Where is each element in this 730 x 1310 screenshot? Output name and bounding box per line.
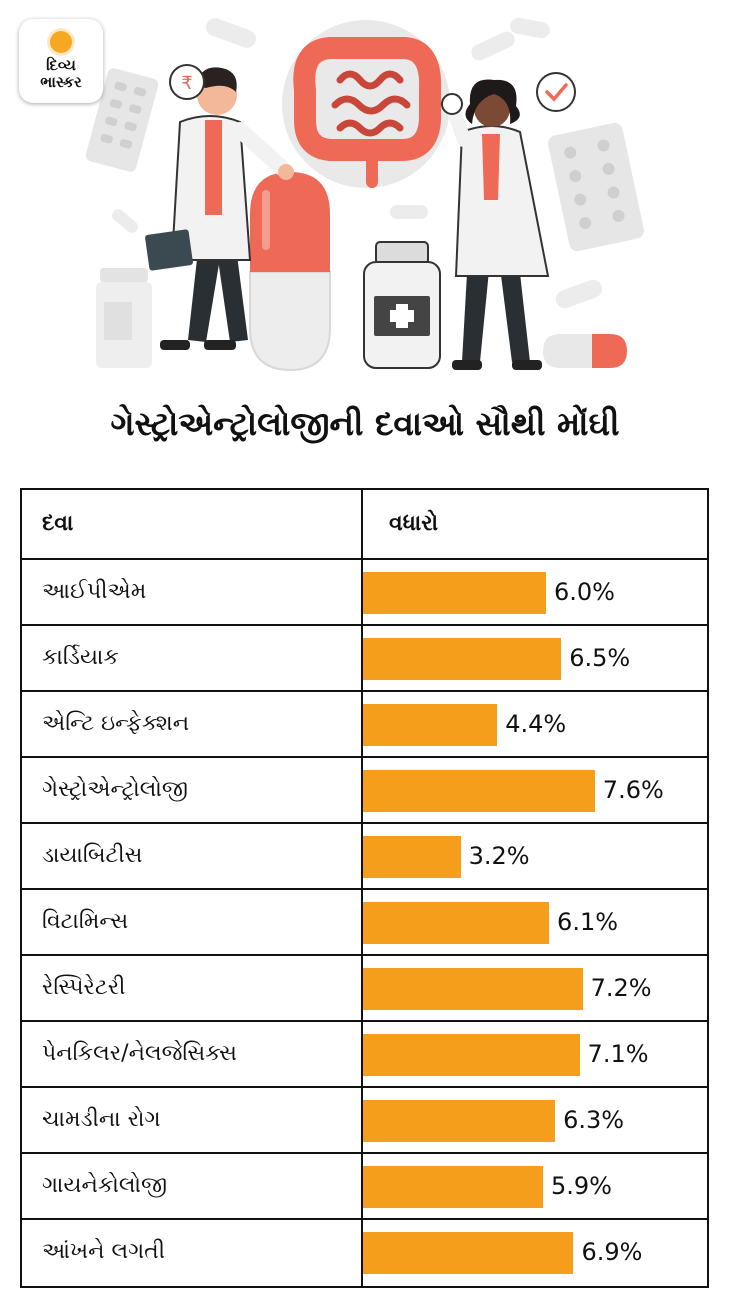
doctor-woman-icon — [441, 79, 550, 370]
pill-capsule-icon — [543, 334, 627, 368]
pill-capsule-icon — [249, 172, 331, 372]
column-header-increase: વધારો — [389, 511, 439, 536]
bar — [363, 770, 595, 812]
sun-icon — [50, 31, 72, 53]
check-bubble-icon — [536, 72, 576, 112]
bar — [363, 638, 562, 680]
category-label: આંખને લગતી — [42, 1239, 166, 1264]
bar — [363, 902, 550, 944]
table-row: ગાયનેકોલોજી 5.9% — [22, 1154, 707, 1220]
value-label: 6.5% — [569, 644, 631, 672]
table-row: આંખને લગતી 6.9% — [22, 1220, 707, 1286]
category-label: આઈપીએમ — [42, 579, 147, 604]
logo-line-1: દિવ્ય — [46, 56, 76, 74]
bar — [363, 1166, 543, 1208]
doctor-man-icon — [145, 67, 294, 350]
bar — [363, 836, 461, 878]
bar — [363, 572, 546, 614]
pill-bottle-icon — [96, 268, 152, 368]
category-label: ચામડીના રોગ — [42, 1107, 161, 1132]
value-label: 6.9% — [581, 1238, 643, 1266]
category-label: વિટામિન્સ — [42, 909, 129, 934]
category-label: કાર્ડિયાક — [42, 645, 119, 670]
value-label: 6.0% — [554, 578, 615, 606]
table-row: ડાયાબિટીસ 3.2% — [22, 824, 707, 890]
table-row: એન્ટિ ઇન્ફેક્શન 4.4% — [22, 692, 707, 758]
value-label: 3.2% — [468, 842, 530, 870]
table-body: આઈપીએમ 6.0% કાર્ડિયાક 6.5% એન્ટિ ઇન્ફેક્શન 4.… — [22, 560, 707, 1286]
header-illustration: ₹ — [85, 17, 644, 372]
value-label: 4.4% — [505, 710, 567, 738]
value-label: 7.6% — [602, 776, 664, 804]
bar — [363, 1100, 556, 1142]
value-label: 6.1% — [557, 908, 619, 936]
rupee-bubble-icon: ₹ — [169, 64, 205, 100]
table-row: રેસ્પિરેટરી 7.2% — [22, 956, 707, 1022]
table-row: ગેસ્ટ્રોએન્ટ્રોલોજી 7.6% — [22, 758, 707, 824]
category-label: ડાયાબિટીસ — [42, 843, 143, 868]
bar — [363, 968, 583, 1010]
svg-text:₹: ₹ — [181, 73, 192, 94]
bar — [363, 1232, 574, 1274]
table-row: કાર્ડિયાક 6.5% — [22, 626, 707, 692]
table-row: વિટામિન્સ 6.1% — [22, 890, 707, 956]
category-label: પેનકિલર/નેલજેસિક્સ — [42, 1041, 237, 1066]
tablet-strip-icon — [85, 68, 159, 172]
bar — [363, 1034, 580, 1076]
category-label: રેસ્પિરેટરી — [42, 975, 126, 1000]
value-label: 6.3% — [563, 1106, 625, 1134]
category-label: એન્ટિ ઇન્ફેક્શન — [42, 711, 190, 736]
tablet-strip-icon — [548, 122, 644, 252]
logo-line-2: ભાસ્કર — [40, 73, 82, 91]
brand-logo[interactable]: દિવ્ય ભાસ્કર — [19, 19, 103, 103]
table-row: પેનકિલર/નેલજેસિક્સ 7.1% — [22, 1022, 707, 1088]
category-label: ગાયનેકોલોજી — [42, 1173, 168, 1198]
value-label: 7.1% — [587, 1040, 649, 1068]
medicine-bottle-icon — [363, 241, 441, 369]
bar — [363, 704, 498, 746]
category-label: ગેસ્ટ્રોએન્ટ્રોલોજી — [42, 777, 189, 802]
column-header-medicine: દવા — [42, 511, 74, 536]
table-row: ચામડીના રોગ 6.3% — [22, 1088, 707, 1154]
table-row: આઈપીએમ 6.0% — [22, 560, 707, 626]
table-header: દવા વધારો — [22, 490, 707, 560]
value-label: 7.2% — [590, 974, 652, 1002]
value-label: 5.9% — [550, 1172, 612, 1200]
bar-table: દવા વધારો આઈપીએમ 6.0% કાર્ડિયાક 6.5% એન્ટિ ઇ… — [20, 488, 709, 1288]
background-pills — [112, 17, 603, 309]
chart-title: ગેસ્ટ્રોએન્ટ્રોલોજીની દવાઓ સૌથી મોંઘી — [110, 404, 620, 443]
intestine-icon — [293, 37, 442, 188]
